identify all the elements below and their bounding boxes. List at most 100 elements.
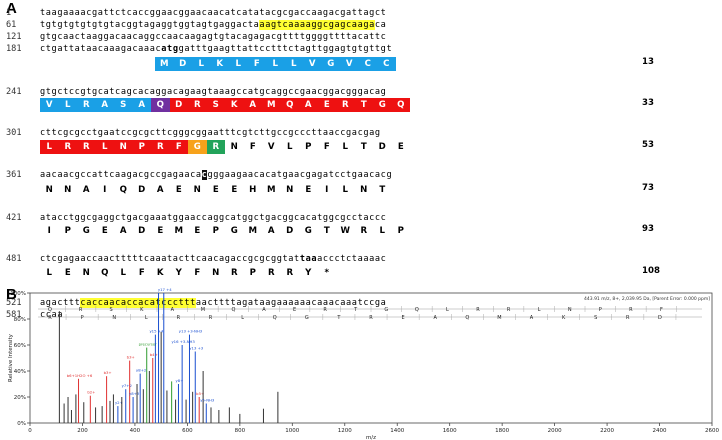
panel-b-label: B: [6, 286, 17, 303]
amino-acid-residue: P: [305, 142, 312, 152]
amino-acid-residue: V: [40, 98, 59, 112]
peptide-bottom-residue: R: [626, 315, 630, 321]
amino-acid-residue: I: [47, 226, 51, 236]
amino-acid-residue: G: [373, 98, 392, 112]
peak-label: y8+3: [129, 391, 140, 396]
peptide-bottom-residue: K: [562, 315, 566, 321]
peak-label: y13 +3: [189, 346, 203, 351]
amino-acid-residue: Q: [119, 185, 127, 195]
amino-acid-residue: R: [360, 226, 368, 236]
peptide-top-residue: P: [599, 307, 602, 313]
amino-acid-residue: N: [286, 185, 294, 195]
amino-acid-row: L E N Q L F K Y F N R P R R Y * 108: [0, 266, 722, 280]
peak-label: b4+: [150, 352, 158, 357]
peptide-top-residue: N: [568, 307, 572, 313]
peptide-top-residue: G: [384, 307, 388, 313]
spectrum-header: 443.91 m/z, 8+, 2,039.95 Da, [Parent Err…: [584, 296, 710, 302]
amino-acid-residue: N: [45, 185, 53, 195]
amino-acid-residue: A: [299, 98, 318, 112]
plot-frame: [29, 292, 713, 424]
x-tick-label: 2000: [548, 428, 562, 434]
x-tick-label: 400: [130, 428, 141, 434]
amino-acid-row: V L R A S A Q D R S K A M Q A E R T G Q 33: [0, 98, 722, 112]
amino-acid-residue: L: [192, 57, 211, 71]
amino-acid-residue: G: [230, 226, 238, 236]
amino-acid-row: M D L K L F L L V G V C C 13: [0, 57, 722, 71]
amino-acid-residue: L: [342, 185, 348, 195]
peptide-bottom-residue: R: [48, 315, 52, 321]
amino-acid-residue: G: [321, 57, 340, 71]
amino-acid-residue: R: [151, 140, 170, 154]
nucleotide-text: tgtgtgtgtgtgtacggtagaggtggtagtgaggactaaa…: [40, 20, 387, 30]
mass-spectrum-chart: 0% 20% 40% 60% 80% 100% 0 200 400 600 800 1000 1200 1…: [8, 287, 719, 440]
peptide-bottom-residue: N: [112, 315, 116, 321]
peptide-top-residue: F: [660, 307, 663, 313]
peptide-bottom-residue: L: [241, 315, 244, 321]
amino-acid-residue: Q: [101, 268, 109, 278]
peptide-bottom-residue: M: [497, 315, 501, 321]
amino-acid-residue: F: [323, 142, 330, 152]
amino-acid-residue: N: [212, 268, 220, 278]
amino-acid-residue: M: [266, 185, 276, 195]
amino-acid-residue: N: [230, 142, 238, 152]
y-axis-label: Relative Intensity: [8, 333, 14, 382]
peptide-top-residue: Q: [48, 307, 52, 313]
amino-acid-residue: T: [354, 98, 373, 112]
amino-acid-residue: K: [156, 268, 164, 278]
peak-label: y8+2: [136, 368, 147, 373]
amino-acid-residue: D: [286, 226, 294, 236]
line-number: 181: [6, 44, 22, 54]
amino-acid-residue: A: [119, 226, 127, 236]
peptide-top-residue: R: [79, 307, 83, 313]
amino-acid-residue: E: [175, 185, 182, 195]
amino-acid-residue: P: [249, 268, 256, 278]
line-number: 361: [6, 170, 22, 180]
amino-acid-residue: L: [40, 140, 59, 154]
peptide-bottom-residue: Q: [465, 315, 469, 321]
amino-acid-residue: F: [247, 57, 266, 71]
nucleotide-text: atacctggcgaggctgacgaaatggaaccaggcatggctg…: [40, 213, 387, 223]
amino-acid-residue: N: [360, 185, 368, 195]
nucleotide-text: gtgctccgtgcatcagcacaggacagaagtaaagccatgc…: [40, 87, 387, 97]
amino-acid-residue: D: [378, 142, 386, 152]
amino-acid-residue: R: [77, 140, 96, 154]
amino-acid-residue: R: [286, 268, 294, 278]
peptide-top-residue: L: [538, 307, 541, 313]
nucleotide-text: ccaa: [40, 310, 64, 320]
amino-acid-residue: H: [249, 185, 257, 195]
amino-acid-residue: L: [229, 57, 248, 71]
amino-acid-residue: V: [303, 57, 322, 71]
peptide-bottom-residue: R: [177, 315, 181, 321]
line-number: 481: [6, 254, 22, 264]
peptide-top-residue: S: [110, 307, 113, 313]
amino-acid-residue: S: [206, 98, 225, 112]
amino-acid-residue: R: [188, 98, 207, 112]
peptide-top-residue: L: [446, 307, 449, 313]
amino-acid-residue: K: [225, 98, 244, 112]
residue-count: 53: [642, 140, 654, 150]
x-tick-label: 0: [28, 428, 32, 434]
y-tick-label: 100%: [10, 291, 26, 297]
amino-acid-residue: T: [379, 185, 386, 195]
amino-acid-residue: G: [82, 226, 90, 236]
amino-acid-residue: P: [212, 226, 219, 236]
amino-acid-residue: I: [325, 185, 329, 195]
amino-acid-residue: F: [249, 142, 256, 152]
peak-label: precursor: [139, 342, 158, 347]
amino-acid-residue: R: [230, 268, 238, 278]
amino-acid-residue: C: [377, 57, 396, 71]
amino-acid-residue: L: [58, 98, 77, 112]
nucleotide-text: cttcgcgcctgaatccgcgcttcgggcggaatttcgtctt…: [40, 128, 381, 138]
amino-acid-residue: E: [212, 185, 219, 195]
peptide-bottom-residue: R: [369, 315, 373, 321]
line-number: 241: [6, 87, 22, 97]
amino-acid-residue: N: [114, 140, 133, 154]
y-tick-label: 40%: [14, 369, 26, 375]
amino-acid-residue: P: [132, 140, 151, 154]
peptide-top-residue: Q: [231, 307, 235, 313]
peptide-bottom-residue: G: [305, 315, 309, 321]
amino-acid-residue: D: [173, 57, 192, 71]
peptide-bottom-residue: T: [336, 315, 341, 321]
amino-acid-residue: W: [340, 226, 350, 236]
amino-acid-residue: F: [169, 140, 188, 154]
